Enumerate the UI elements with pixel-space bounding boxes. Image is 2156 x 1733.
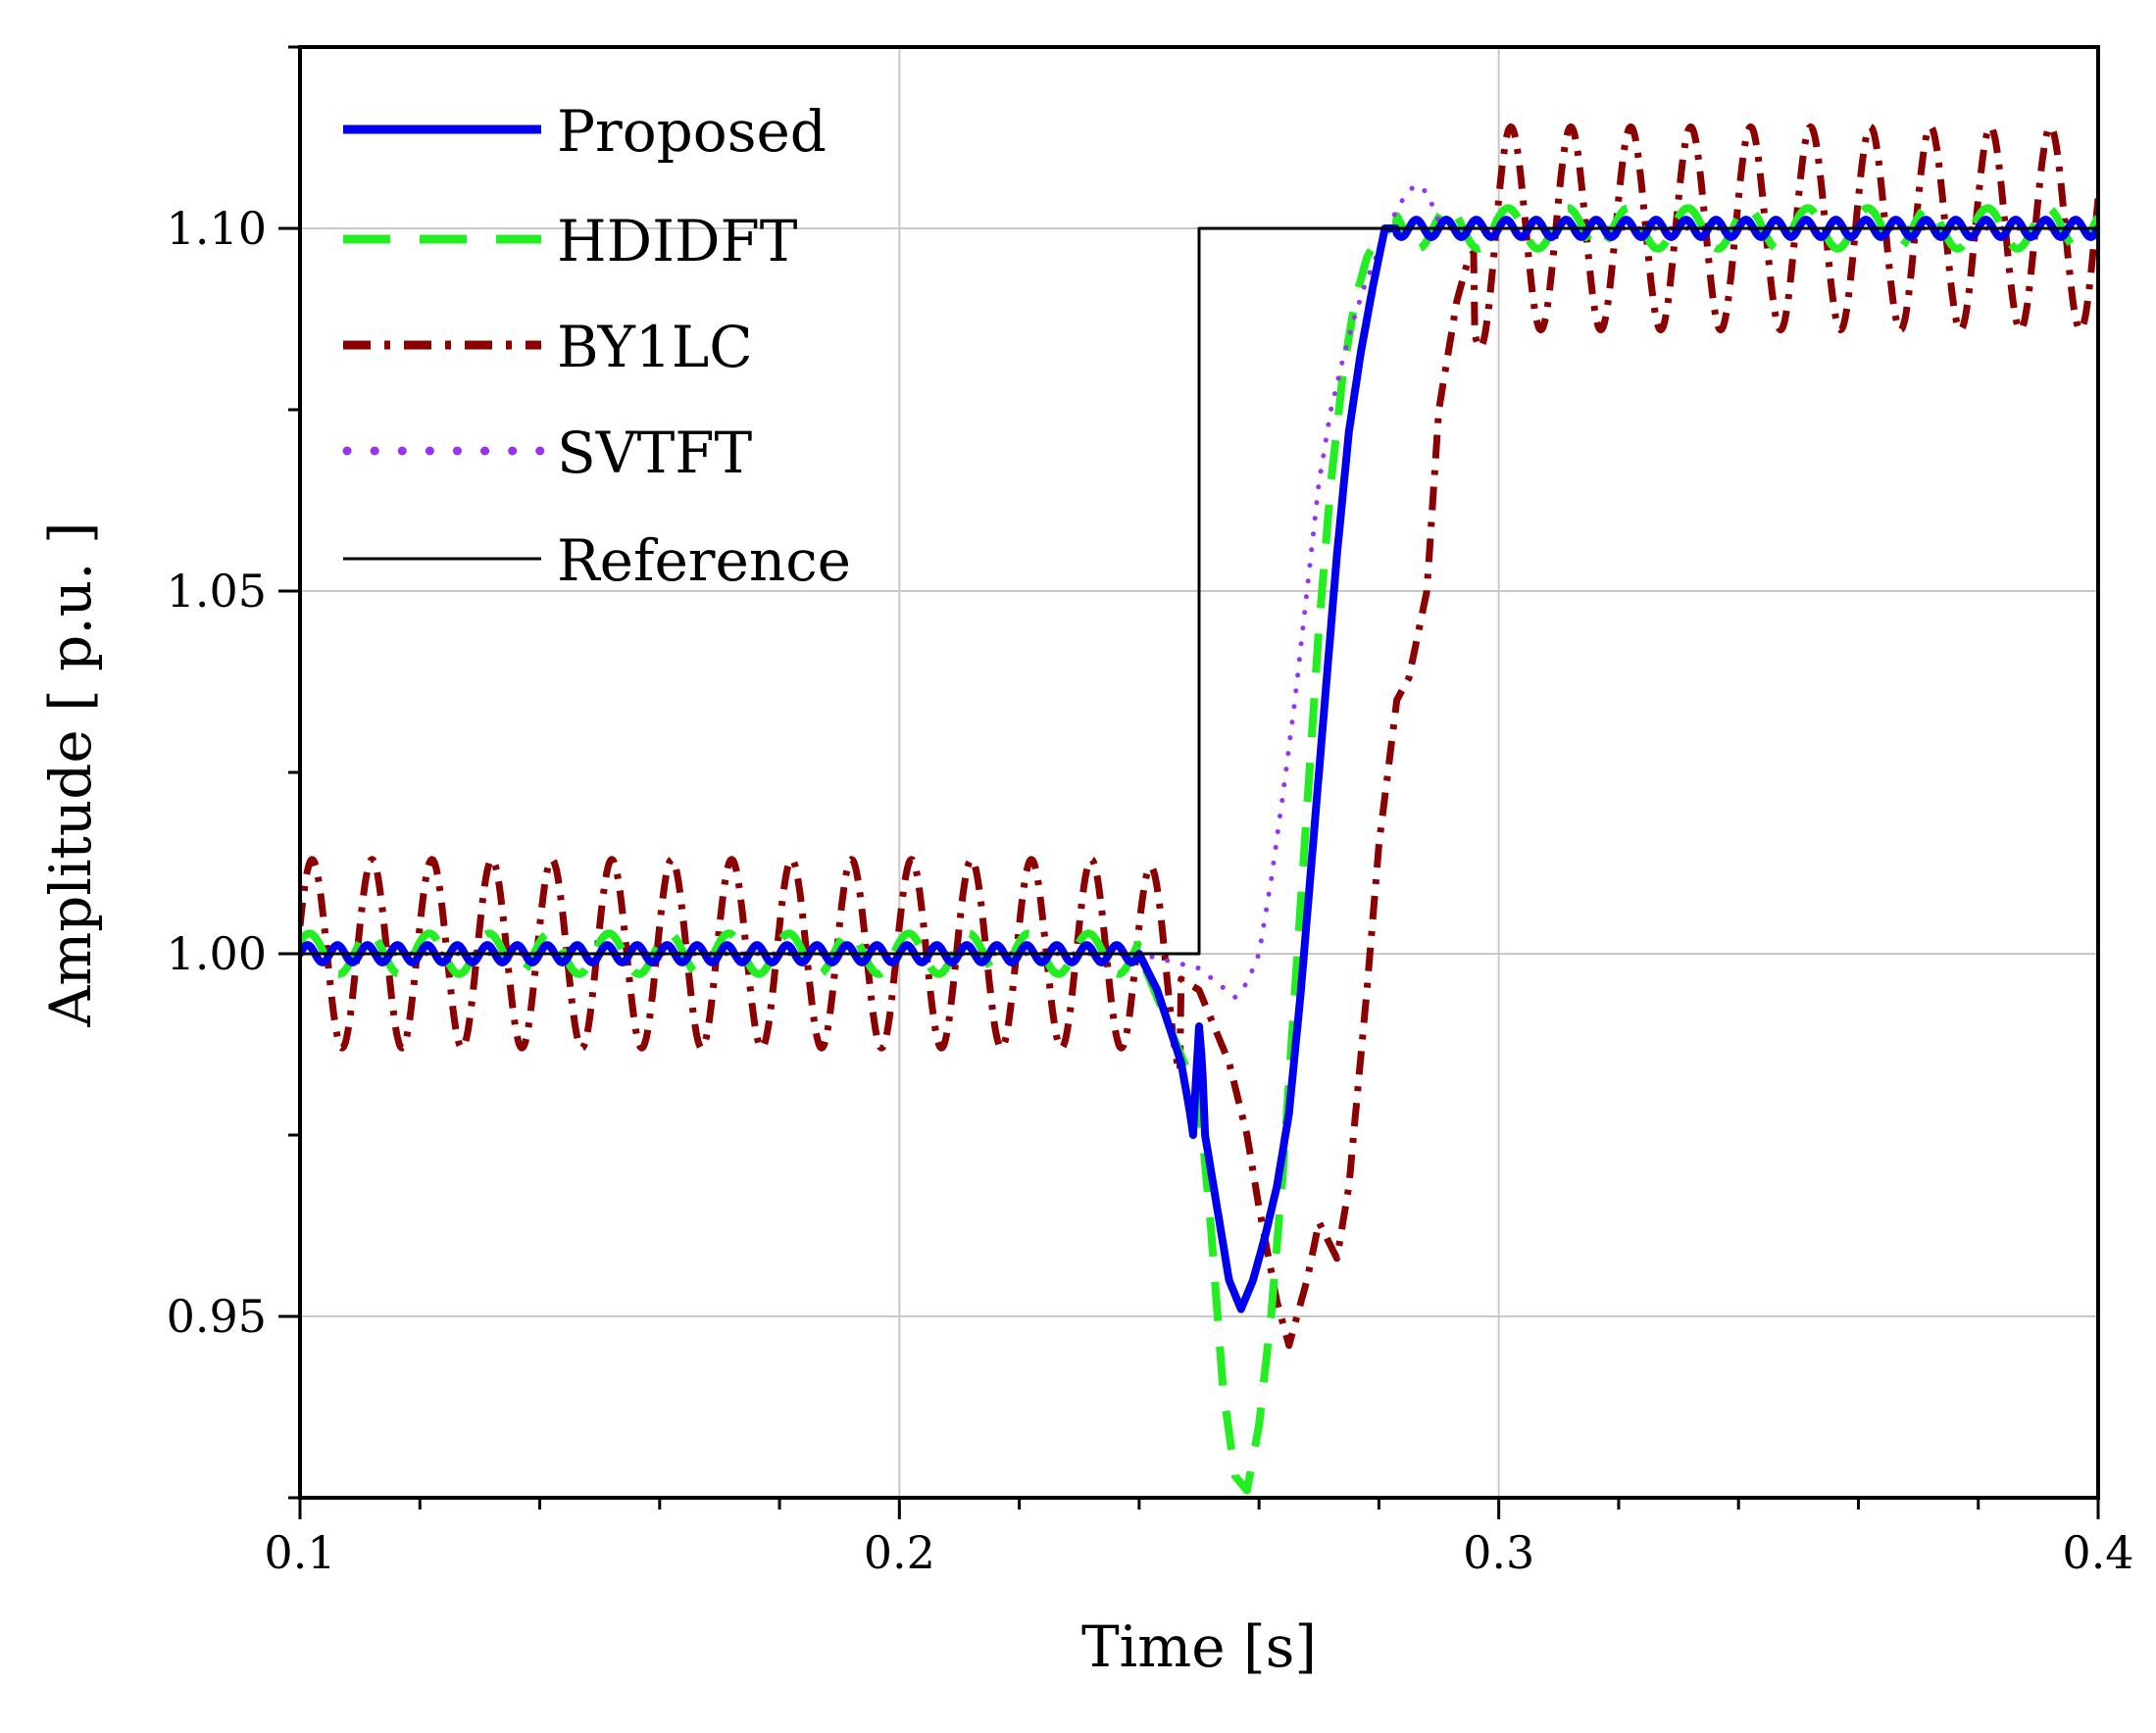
y-tick-label: 1.10 [167, 202, 267, 255]
x-tick-labels: 0.1 0.2 0.3 0.4 [264, 1526, 2133, 1579]
legend-item-hdidft: HDIDFT [343, 208, 798, 274]
y-tick-label: 0.95 [167, 1290, 267, 1343]
legend-label-proposed: Proposed [557, 98, 827, 165]
series-line-hdidft [300, 204, 2098, 1495]
legend-label-svtft: SVTFT [557, 420, 753, 486]
axis-ticks [278, 45, 2100, 1519]
x-tick-label: 0.1 [264, 1526, 335, 1579]
x-tick-label: 0.4 [2062, 1526, 2133, 1579]
series-group [300, 123, 2098, 1495]
legend-item-proposed: Proposed [343, 98, 827, 165]
y-tick-label: 1.00 [167, 927, 267, 980]
legend-label-by1lc: BY1LC [557, 314, 753, 380]
series-line-by1lc [300, 123, 2098, 1350]
legend-item-by1lc: BY1LC [343, 314, 753, 380]
y-tick-labels: 0.95 1.00 1.05 1.10 [167, 202, 267, 1343]
y-tick-label: 1.05 [167, 565, 267, 618]
series-line-reference [300, 226, 2098, 956]
x-tick-label: 0.3 [1463, 1526, 1534, 1579]
legend-label-hdidft: HDIDFT [557, 208, 798, 274]
x-tick-label: 0.2 [864, 1526, 935, 1579]
legend-label-reference: Reference [557, 527, 851, 594]
legend-item-reference: Reference [343, 527, 851, 594]
y-axis-title: Amplitude [ p.u. ] [37, 521, 104, 1027]
x-axis-title: Time [s] [1081, 1613, 1317, 1680]
legend-item-svtft: SVTFT [342, 420, 753, 486]
legend: Proposed HDIDFT BY1LC SVTFT Reference [342, 98, 851, 594]
